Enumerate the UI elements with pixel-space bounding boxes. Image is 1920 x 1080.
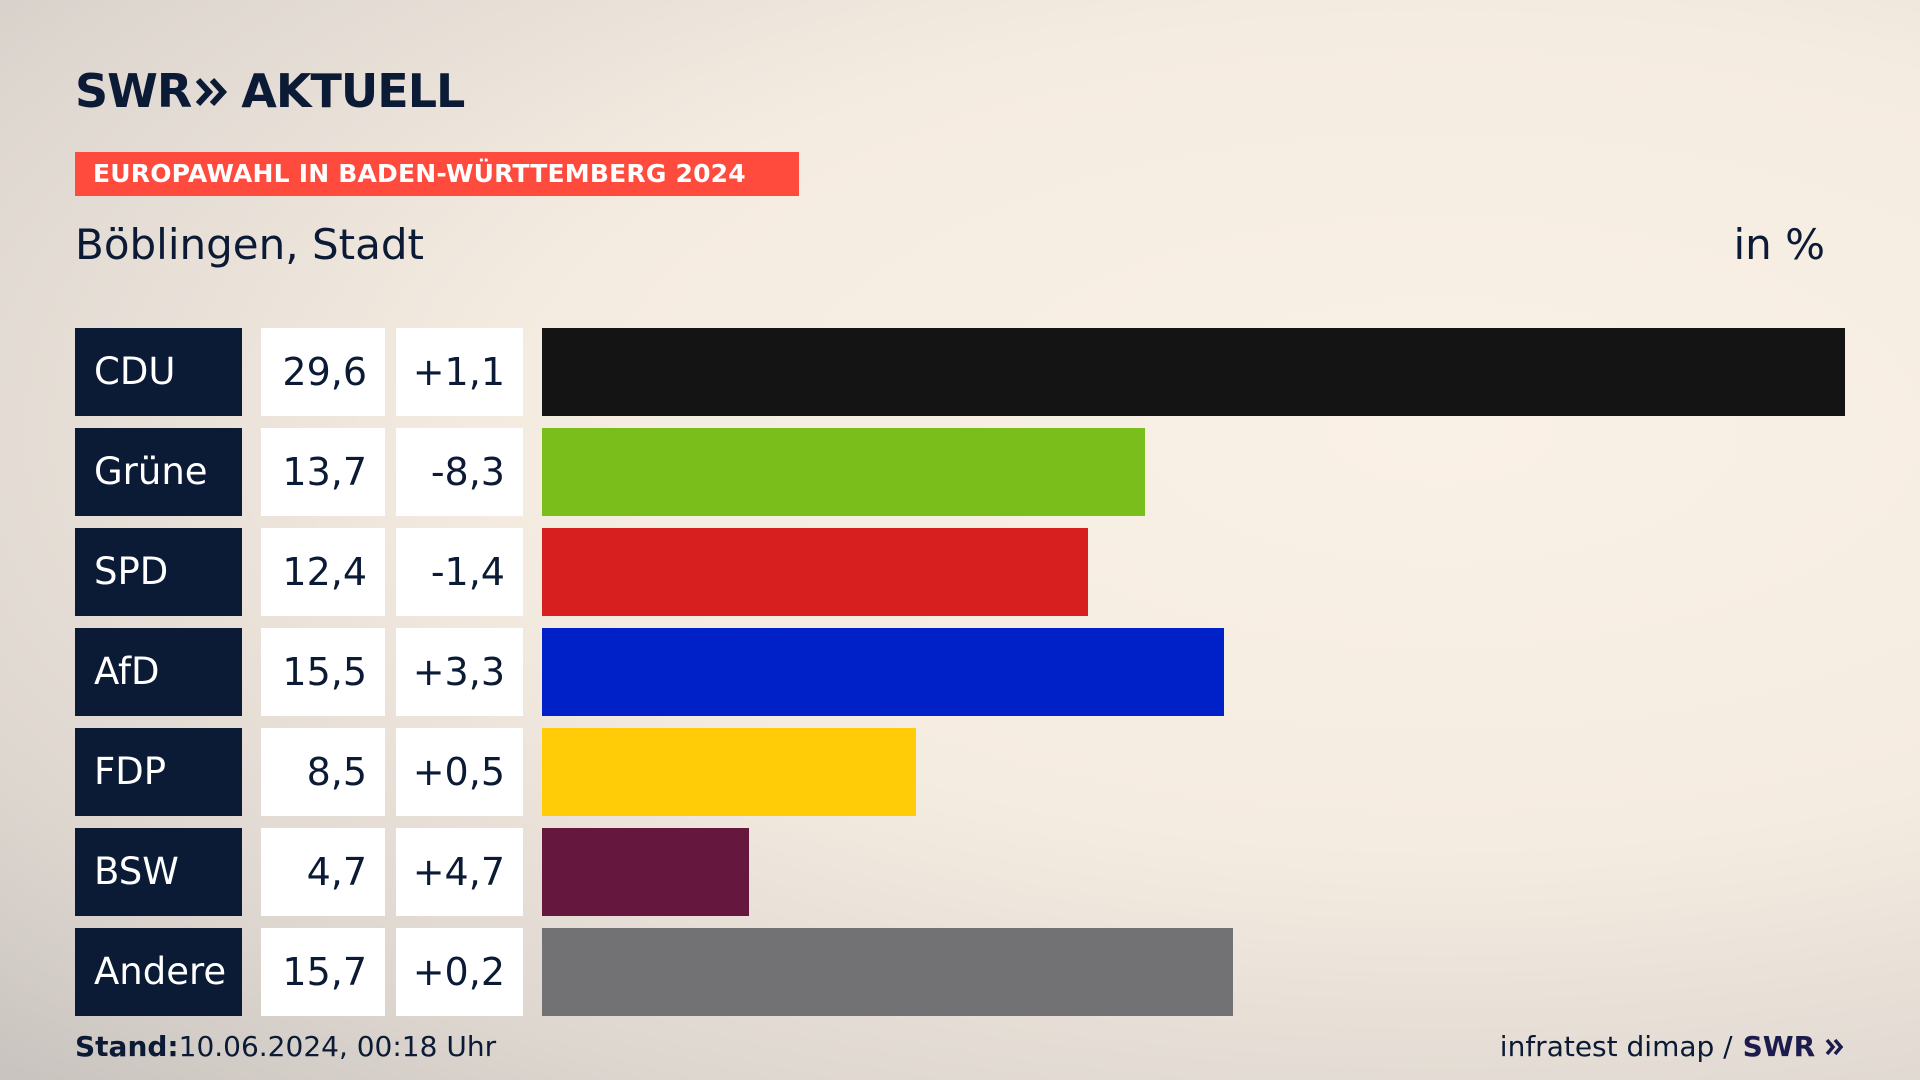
vote-change-value: +1,1 <box>396 328 523 416</box>
bar-afd <box>542 628 1224 716</box>
bar-cdu <box>542 328 1845 416</box>
party-label: FDP <box>75 728 242 816</box>
party-label: Andere <box>75 928 242 1016</box>
election-banner: EUROPAWAHL IN BADEN-WÜRTTEMBERG 2024 <box>75 152 799 196</box>
bar-grne <box>542 428 1145 516</box>
stand-value: 10.06.2024, 00:18 Uhr <box>178 1030 497 1063</box>
vote-change-value: -8,3 <box>396 428 523 516</box>
result-row: AfD 15,5 +3,3 <box>75 628 1845 716</box>
party-label: BSW <box>75 828 242 916</box>
vote-change-value: +0,5 <box>396 728 523 816</box>
vote-share-value: 12,4 <box>261 528 385 616</box>
source-text: infratest dimap / <box>1499 1030 1733 1063</box>
timestamp: Stand:10.06.2024, 00:18 Uhr <box>75 1030 496 1063</box>
vote-change-value: -1,4 <box>396 528 523 616</box>
result-row: BSW 4,7 +4,7 <box>75 828 1845 916</box>
vote-share-value: 15,7 <box>261 928 385 1016</box>
party-label: Grüne <box>75 428 242 516</box>
bar-andere <box>542 928 1233 1016</box>
swr-small-text: SWR <box>1742 1030 1816 1063</box>
party-label: SPD <box>75 528 242 616</box>
vote-share-value: 15,5 <box>261 628 385 716</box>
unit-label: in % <box>1733 220 1825 269</box>
vote-change-value: +4,7 <box>396 828 523 916</box>
region-title: Böblingen, Stadt <box>75 220 424 269</box>
vote-change-value: +0,2 <box>396 928 523 1016</box>
result-row: FDP 8,5 +0,5 <box>75 728 1845 816</box>
vote-share-value: 13,7 <box>261 428 385 516</box>
party-label: AfD <box>75 628 242 716</box>
small-double-chevron-icon <box>1825 1038 1844 1056</box>
bar-fdp <box>542 728 916 816</box>
bar-bsw <box>542 828 749 916</box>
result-row: Grüne 13,7 -8,3 <box>75 428 1845 516</box>
result-row: SPD 12,4 -1,4 <box>75 528 1845 616</box>
swr-aktuell-logo: SWR AKTUELL <box>75 64 465 118</box>
stand-label: Stand: <box>75 1030 179 1063</box>
result-row: Andere 15,7 +0,2 <box>75 928 1845 1016</box>
swr-small-logo: SWR <box>1743 1030 1845 1063</box>
vote-change-value: +3,3 <box>396 628 523 716</box>
result-row: CDU 29,6 +1,1 <box>75 328 1845 416</box>
party-label: CDU <box>75 328 242 416</box>
logo-swr-text: SWR <box>75 64 192 118</box>
vote-share-value: 4,7 <box>261 828 385 916</box>
vote-share-value: 29,6 <box>261 328 385 416</box>
source-credit: infratest dimap / SWR <box>1500 1030 1845 1063</box>
double-chevron-icon <box>195 64 229 118</box>
vote-share-value: 8,5 <box>261 728 385 816</box>
logo-aktuell-text: AKTUELL <box>241 64 465 118</box>
bar-spd <box>542 528 1088 616</box>
